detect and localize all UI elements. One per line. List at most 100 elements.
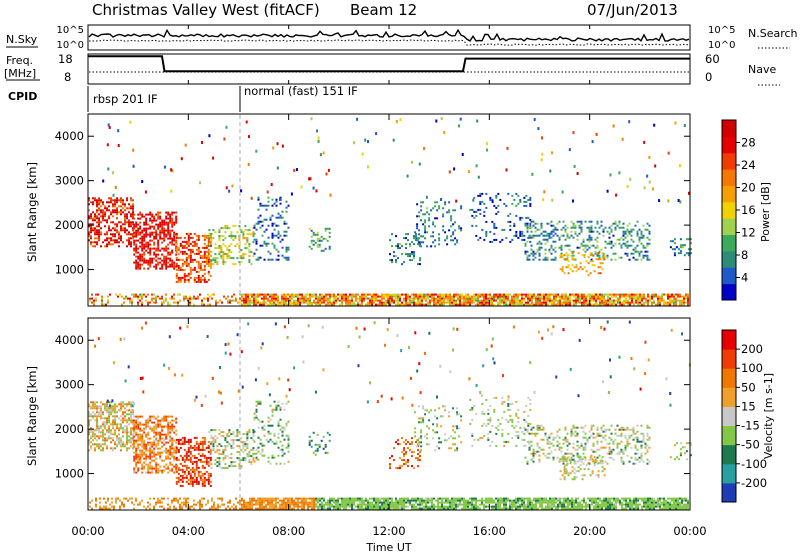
echo-cell [564, 238, 567, 241]
ground-scatter-cell [259, 303, 261, 306]
echo-cell [96, 217, 98, 220]
ground-scatter-cell [403, 299, 405, 302]
echo-cell [149, 441, 152, 444]
echo-cell [185, 256, 188, 259]
echo-cell [88, 449, 90, 452]
echo-cell [281, 450, 284, 453]
echo-cell [265, 218, 268, 221]
ground-scatter-cell [603, 299, 605, 302]
ground-scatter-cell [683, 297, 685, 300]
echo-cell [242, 441, 245, 444]
echo-cell [153, 241, 156, 244]
echo-cell [548, 234, 551, 237]
echo-cell [116, 437, 118, 440]
echo-cell [132, 423, 134, 426]
echo-cell [145, 229, 148, 232]
echo-cell [151, 427, 154, 430]
ground-scatter-cell [589, 297, 591, 300]
echo-cell [165, 215, 168, 218]
echo-cell [501, 416, 504, 419]
ground-scatter-cell [509, 303, 511, 306]
echo-cell [143, 461, 146, 464]
echo-cell [279, 214, 282, 217]
echo-cell [279, 240, 282, 243]
echo-cell [169, 221, 172, 224]
echo-cell [460, 419, 463, 422]
ground-scatter-cell [561, 301, 563, 304]
ground-scatter-cell [619, 297, 621, 300]
echo-cell [248, 429, 251, 432]
echo-cell [102, 447, 104, 450]
echo-cell [151, 421, 154, 424]
echo-cell [210, 261, 213, 264]
echo-cell [244, 445, 247, 448]
echo-cell [102, 241, 104, 244]
ground-scatter-cell [433, 297, 435, 300]
echo-cell [507, 432, 510, 435]
echo-cell [126, 197, 128, 200]
ground-scatter-cell [653, 299, 655, 302]
echo-cell [626, 252, 629, 255]
ground-scatter-cell [505, 295, 507, 298]
echo-cell [151, 215, 154, 218]
echo-cell [442, 225, 445, 228]
echo-cell [203, 250, 206, 253]
ground-scatter-cell [557, 293, 559, 296]
ground-scatter-cell [545, 295, 547, 298]
ground-scatter-cell [519, 301, 521, 304]
echo-cell [454, 237, 457, 240]
ground-scatter-cell [117, 295, 119, 298]
echo-cell [222, 435, 225, 438]
echo-cell [324, 247, 327, 250]
echo-cell [287, 420, 290, 423]
ground-scatter-cell [101, 301, 103, 304]
echo-cell [556, 228, 559, 231]
echo-cell [434, 245, 437, 248]
echo-cell [135, 261, 138, 264]
ground-scatter-cell [525, 293, 527, 296]
ground-scatter-cell [263, 303, 265, 306]
ground-scatter-cell [421, 301, 423, 304]
ground-scatter-cell [441, 301, 443, 304]
echo-cell [201, 268, 204, 271]
echo-cell [483, 238, 486, 241]
echo-cell [207, 474, 210, 477]
echo-cell [165, 267, 168, 270]
ground-scatter-cell [665, 301, 667, 304]
echo-cell [527, 414, 530, 417]
echo-cell [139, 225, 142, 228]
echo-cell [155, 231, 158, 234]
ground-scatter-cell [481, 293, 483, 296]
echo-cell [271, 224, 274, 227]
nsearch-line [89, 39, 690, 46]
echo-cell [169, 451, 172, 454]
echo-cell [161, 425, 164, 428]
nsky-right-tick-low: 10^0 [708, 40, 735, 51]
echo-cell [246, 445, 249, 448]
echo-cell [593, 270, 596, 273]
ground-scatter-cell [363, 297, 365, 300]
echo-cell [167, 229, 170, 232]
echo-cell [171, 265, 174, 268]
echo-cell [226, 227, 229, 230]
echo-cell [620, 256, 623, 259]
echo-cell [263, 204, 266, 207]
speckle-cell [107, 167, 110, 171]
echo-cell [481, 402, 484, 405]
echo-cell [415, 441, 417, 444]
echo-cell [257, 256, 260, 259]
ground-scatter-cell [657, 303, 659, 306]
echo-cell [165, 419, 168, 422]
echo-cell [124, 431, 126, 434]
ground-scatter-cell [253, 299, 255, 302]
echo-cell [163, 237, 166, 240]
echo-cell [526, 226, 529, 229]
ground-scatter-cell [411, 299, 413, 302]
ground-scatter-cell [183, 299, 185, 302]
ground-scatter-cell [373, 293, 375, 296]
echo-cell [418, 237, 421, 240]
echo-cell [151, 233, 154, 236]
echo-cell [161, 229, 164, 232]
echo-cell [171, 415, 174, 418]
